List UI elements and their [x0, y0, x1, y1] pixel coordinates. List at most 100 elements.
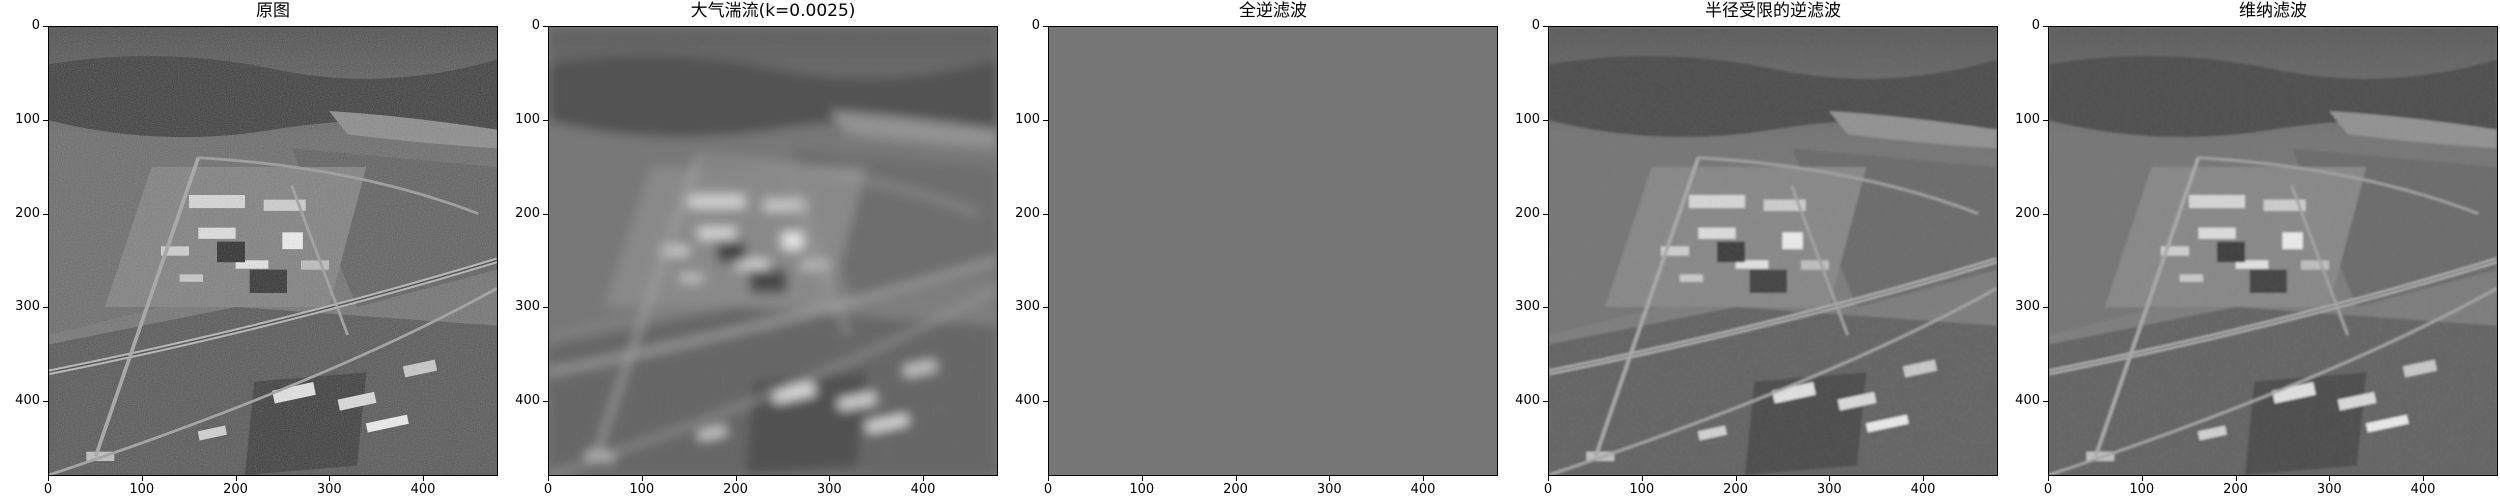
- y-tick-label: 0: [31, 18, 40, 33]
- x-tick: [235, 476, 237, 481]
- y-tick: [543, 119, 548, 121]
- panel-title: 大气湍流(k=0.0025): [690, 1, 856, 21]
- panel-image: [1048, 26, 1498, 476]
- y-tick-label: 400: [515, 393, 540, 408]
- x-tick-label: 100: [629, 482, 655, 497]
- x-tick: [2423, 476, 2424, 481]
- y-tick: [1043, 307, 1048, 309]
- y-tick: [43, 401, 48, 402]
- y-tick: [43, 307, 48, 309]
- y-tick: [1043, 26, 1048, 27]
- y-tick-label: 100: [2015, 111, 2040, 127]
- y-tick: [1543, 307, 1548, 309]
- y-tick: [2043, 401, 2048, 402]
- x-tick-label: 400: [1410, 482, 1436, 497]
- y-tick: [543, 401, 548, 402]
- image-panel: 全逆滤波 0 100 200 300 400 0 100 200 300 400: [1000, 0, 1500, 500]
- x-tick-label: 100: [1629, 482, 1655, 497]
- y-tick-label: 200: [15, 205, 40, 221]
- y-tick-label: 300: [2015, 299, 2040, 315]
- x-tick-label: 200: [1223, 482, 1248, 497]
- x-tick-label: 400: [410, 482, 436, 497]
- y-tick-label: 300: [515, 299, 540, 315]
- y-tick-label: 300: [15, 299, 40, 315]
- x-tick-label: 400: [2410, 482, 2436, 497]
- x-tick: [1141, 476, 1143, 481]
- image-panel: 半径受限的逆滤波: [1500, 0, 2000, 500]
- image-panel: 大气湍流(k=0.0025): [500, 0, 1000, 500]
- x-tick: [141, 476, 143, 481]
- y-tick-label: 100: [1515, 111, 1540, 127]
- panel-image: [48, 26, 498, 476]
- x-tick: [1923, 476, 1924, 481]
- x-tick-label: 200: [2223, 482, 2248, 497]
- y-tick-label: 200: [2015, 205, 2040, 221]
- x-tick-label: 0: [2043, 482, 2053, 497]
- y-tick: [2043, 307, 2048, 309]
- x-tick: [2235, 476, 2237, 481]
- y-tick: [43, 26, 48, 27]
- x-tick: [1048, 476, 1049, 481]
- panel-image: [548, 26, 998, 476]
- x-tick: [735, 476, 737, 481]
- x-tick-label: 200: [1723, 482, 1748, 497]
- x-tick: [1641, 476, 1643, 481]
- x-tick-label: 200: [223, 482, 248, 497]
- panel-image: [2048, 26, 2498, 476]
- x-tick-label: 300: [2316, 482, 2342, 497]
- y-tick: [1543, 213, 1548, 215]
- panel-title: 维纳滤波: [2239, 1, 2307, 21]
- y-tick-label: 100: [515, 111, 540, 127]
- y-tick: [43, 213, 48, 215]
- x-tick-label: 0: [43, 482, 53, 497]
- y-tick-label: 300: [1015, 299, 1040, 315]
- x-tick-label: 0: [1043, 482, 1053, 497]
- y-tick: [43, 119, 48, 121]
- x-tick-label: 400: [1910, 482, 1936, 497]
- y-tick: [1043, 401, 1048, 402]
- image-panel: 原图: [0, 0, 500, 500]
- x-tick: [2329, 476, 2331, 481]
- y-tick-label: 0: [1031, 18, 1040, 33]
- x-tick: [1548, 476, 1549, 481]
- y-tick-label: 300: [1515, 299, 1540, 315]
- x-tick: [2048, 476, 2049, 481]
- x-tick: [641, 476, 643, 481]
- x-tick-label: 300: [816, 482, 842, 497]
- image-panel: 维纳滤波: [2000, 0, 2500, 500]
- x-tick-label: 100: [2129, 482, 2155, 497]
- x-tick-label: 0: [1543, 482, 1553, 497]
- x-tick: [829, 476, 831, 481]
- y-tick: [2043, 213, 2048, 215]
- x-tick-label: 100: [129, 482, 155, 497]
- y-tick-label: 0: [2031, 18, 2040, 33]
- y-tick-label: 400: [1515, 393, 1540, 408]
- y-tick-label: 400: [2015, 393, 2040, 408]
- y-tick: [1043, 213, 1048, 215]
- y-tick: [543, 213, 548, 215]
- y-tick-label: 400: [1015, 393, 1040, 408]
- y-tick: [1043, 119, 1048, 121]
- y-tick: [1543, 401, 1548, 402]
- x-tick: [1423, 476, 1424, 481]
- panel-title: 原图: [256, 1, 290, 21]
- x-tick-label: 100: [1129, 482, 1155, 497]
- x-tick: [48, 476, 49, 481]
- y-tick: [543, 307, 548, 309]
- x-tick-label: 300: [1816, 482, 1842, 497]
- x-tick: [423, 476, 424, 481]
- y-tick-label: 200: [1515, 205, 1540, 221]
- x-tick: [2141, 476, 2143, 481]
- y-tick-label: 200: [515, 205, 540, 221]
- x-tick: [1235, 476, 1237, 481]
- x-tick: [923, 476, 924, 481]
- x-tick: [329, 476, 331, 481]
- x-tick: [1735, 476, 1737, 481]
- panel-image: [1548, 26, 1998, 476]
- x-tick-label: 0: [543, 482, 553, 497]
- x-tick-label: 200: [723, 482, 748, 497]
- x-tick: [1829, 476, 1831, 481]
- x-tick: [548, 476, 549, 481]
- x-tick-label: 300: [316, 482, 342, 497]
- y-tick: [2043, 26, 2048, 27]
